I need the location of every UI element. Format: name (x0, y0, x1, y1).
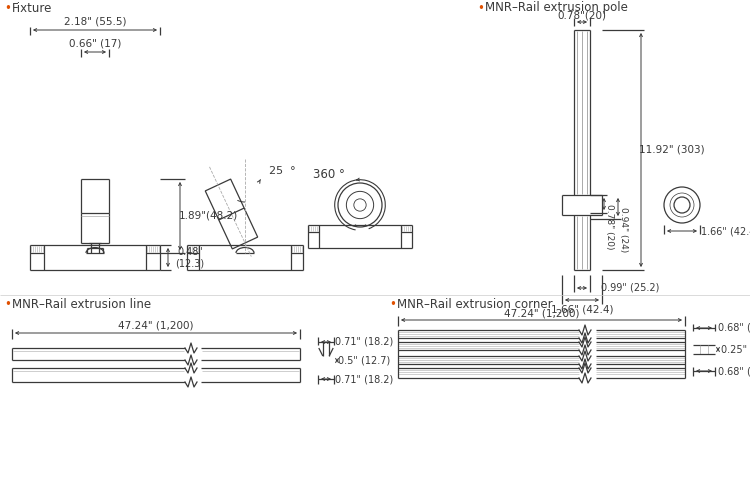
Text: 47.24" (1,200): 47.24" (1,200) (504, 308, 579, 318)
Text: •: • (5, 1, 16, 15)
Text: 0.48"
(12.3): 0.48" (12.3) (176, 247, 205, 268)
Text: 47.24" (1,200): 47.24" (1,200) (118, 320, 194, 330)
Text: 0.66" (17): 0.66" (17) (69, 39, 122, 49)
Text: •: • (5, 299, 16, 312)
Text: •: • (478, 1, 489, 15)
Text: •: • (390, 299, 400, 312)
Text: 360 °: 360 ° (314, 168, 345, 182)
Text: 1.89"(48.2): 1.89"(48.2) (178, 211, 238, 221)
Text: 1.66" (42.4): 1.66" (42.4) (550, 305, 614, 315)
Text: 0.94" (24): 0.94" (24) (619, 207, 628, 252)
Text: 0.68" (17.4): 0.68" (17.4) (718, 366, 750, 376)
Text: Fixture: Fixture (12, 1, 53, 15)
Text: 0.71" (18.2): 0.71" (18.2) (334, 374, 393, 384)
Text: 0.68" (17.4): 0.68" (17.4) (718, 323, 750, 333)
Text: 1.66" (42.4): 1.66" (42.4) (701, 226, 750, 236)
Text: 25  °: 25 ° (269, 166, 296, 176)
Text: 2.18" (55.5): 2.18" (55.5) (64, 17, 126, 27)
Text: 0.25" (6.4): 0.25" (6.4) (721, 345, 750, 354)
Text: MNR–Rail extrusion pole: MNR–Rail extrusion pole (485, 1, 628, 15)
Text: 0.99" (25.2): 0.99" (25.2) (601, 283, 659, 293)
Text: MNR–Rail extrusion corner: MNR–Rail extrusion corner (397, 299, 553, 312)
Text: MNR–Rail extrusion line: MNR–Rail extrusion line (12, 299, 151, 312)
Text: 0.71" (18.2): 0.71" (18.2) (334, 337, 393, 347)
Text: 0.78"(20): 0.78"(20) (557, 10, 607, 20)
Text: 0.78" (20): 0.78" (20) (604, 204, 613, 249)
Text: 11.92" (303): 11.92" (303) (639, 145, 705, 155)
Text: 0.5" (12.7): 0.5" (12.7) (338, 356, 390, 365)
